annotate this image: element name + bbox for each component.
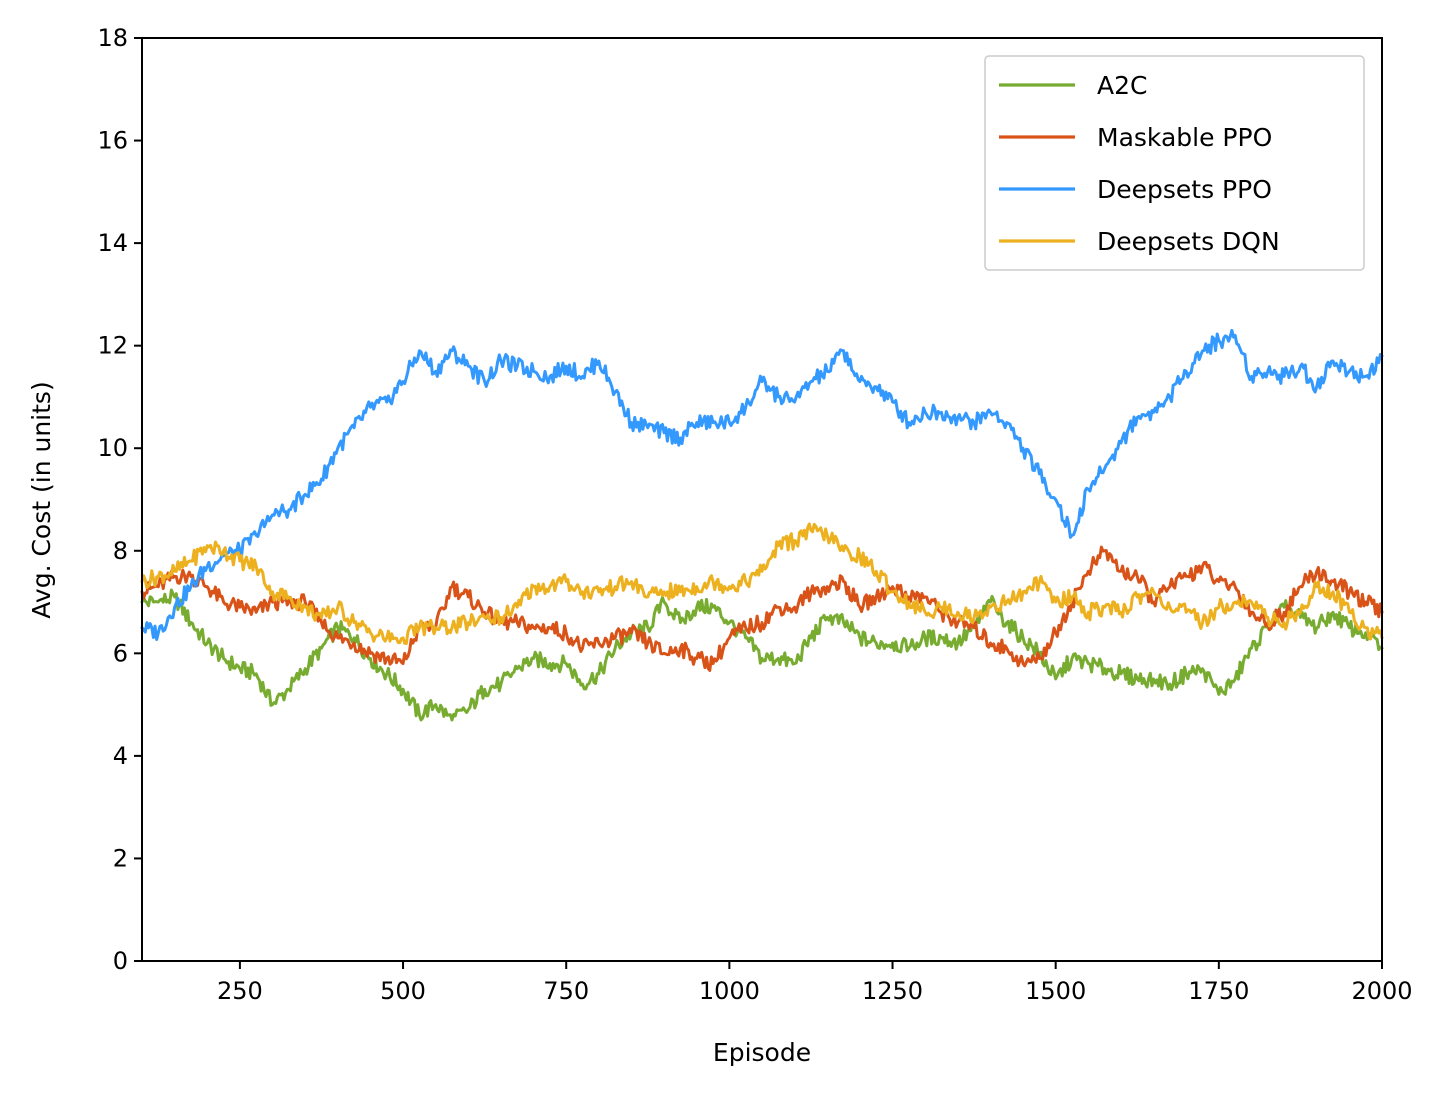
legend-box <box>984 55 1365 271</box>
x-tick-label: 1500 <box>1025 977 1086 1005</box>
y-tick-label: 18 <box>97 24 128 52</box>
x-tick-label: 1750 <box>1188 977 1249 1005</box>
y-tick-label: 2 <box>113 844 128 872</box>
y-tick-label: 0 <box>113 947 128 975</box>
legend-label-a2c: A2C <box>1097 71 1147 100</box>
x-axis-ticks: 250 500 750 1000 1250 1500 1750 2000 <box>217 961 1413 1005</box>
series-line-maskable-ppo <box>140 545 1384 672</box>
y-tick-label: 6 <box>113 639 128 667</box>
series-line-a2c <box>140 588 1384 722</box>
plot-frame <box>141 37 1383 962</box>
legend: A2C Maskable PPO Deepsets PPO Deepsets DQN <box>984 55 1365 271</box>
y-tick-label: 14 <box>97 229 128 257</box>
legend-label-deepsets-dqn: Deepsets DQN <box>1097 227 1280 256</box>
y-tick-label: 4 <box>113 742 128 770</box>
x-axis-label: Episode <box>713 1038 811 1067</box>
legend-label-maskable-ppo: Maskable PPO <box>1097 123 1272 152</box>
y-axis-ticks: 0 2 4 6 8 10 12 14 16 18 <box>97 24 142 975</box>
series-line-deepsets-dqn <box>140 522 1384 646</box>
y-tick-label: 12 <box>97 332 128 360</box>
series-layer <box>140 328 1384 722</box>
series-line-deepsets-ppo <box>140 328 1384 642</box>
x-tick-label: 1000 <box>699 977 760 1005</box>
legend-label-deepsets-ppo: Deepsets PPO <box>1097 175 1272 204</box>
y-tick-label: 8 <box>113 537 128 565</box>
x-tick-label: 1250 <box>862 977 923 1005</box>
y-tick-label: 10 <box>97 434 128 462</box>
x-tick-label: 500 <box>380 977 426 1005</box>
y-tick-label: 16 <box>97 127 128 155</box>
x-tick-label: 250 <box>217 977 263 1005</box>
x-tick-label: 750 <box>543 977 589 1005</box>
x-tick-label: 2000 <box>1351 977 1412 1005</box>
y-axis-label: Avg. Cost (in units) <box>27 381 56 618</box>
